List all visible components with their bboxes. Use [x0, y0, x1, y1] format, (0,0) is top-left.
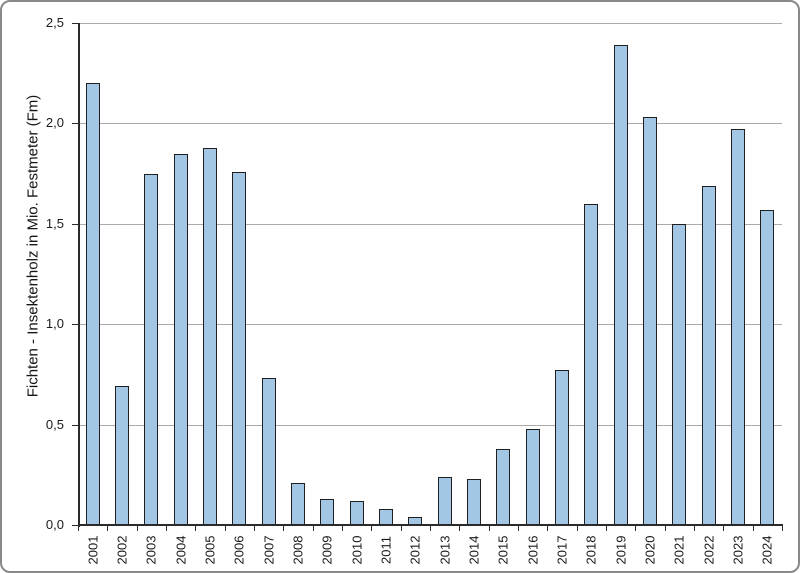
x-axis-label: 2023	[730, 535, 746, 565]
x-axis-label: 2001	[85, 535, 101, 565]
y-axis-label: 1,0	[45, 316, 64, 332]
x-axis-tick	[78, 526, 79, 531]
x-axis-tick	[723, 526, 725, 531]
x-axis-tick	[195, 526, 197, 531]
bar-2024	[760, 209, 775, 525]
x-axis-label: 2007	[261, 535, 277, 565]
x-axis-tick	[547, 526, 549, 531]
x-axis-label: 2008	[290, 535, 306, 565]
x-axis-label: 2022	[701, 535, 717, 565]
x-axis-label: 2015	[495, 535, 511, 565]
gridline	[78, 123, 782, 125]
x-axis-tick	[606, 526, 607, 531]
y-axis-tick	[72, 123, 78, 125]
x-axis-label: 2010	[349, 535, 365, 565]
bar-2003	[144, 173, 159, 525]
gridline	[78, 324, 782, 326]
x-axis-tick	[400, 526, 402, 531]
x-axis-tick	[254, 526, 255, 531]
x-axis-label: 2019	[613, 535, 629, 565]
x-axis-line	[78, 524, 783, 526]
bar-2009	[320, 498, 335, 525]
plot-area	[78, 23, 782, 525]
y-axis-tick	[72, 223, 78, 225]
x-axis-tick	[312, 526, 314, 531]
x-axis-tick	[283, 526, 285, 531]
bar-2013	[437, 476, 452, 525]
x-axis-label: 2011	[378, 536, 394, 564]
x-axis-tick	[371, 526, 373, 531]
y-axis-tick	[72, 23, 78, 24]
x-axis-tick	[430, 526, 431, 531]
bar-2006	[232, 171, 247, 525]
x-axis-tick	[166, 526, 167, 531]
x-axis-label: 2006	[231, 535, 247, 565]
bar-2022	[701, 185, 716, 525]
x-axis-label: 2012	[407, 535, 423, 565]
x-axis-tick	[635, 526, 637, 531]
bar-2016	[525, 428, 540, 525]
x-axis-label: 2003	[143, 535, 159, 565]
bar-2021	[672, 223, 687, 525]
x-axis-label: 2002	[114, 535, 130, 565]
x-axis-label: 2024	[759, 535, 775, 565]
y-axis-line	[78, 23, 80, 527]
x-axis-label: 2005	[202, 535, 218, 565]
x-axis-tick	[694, 526, 695, 531]
gridline	[78, 223, 782, 225]
bar-2017	[555, 370, 569, 525]
y-axis-label: 2,0	[45, 115, 64, 131]
y-axis-label: 0,0	[45, 517, 64, 532]
bar-2023	[731, 129, 745, 525]
gridline	[78, 23, 782, 24]
x-axis-label: 2021	[671, 535, 687, 565]
x-axis-label: 2018	[583, 535, 599, 565]
x-axis-tick	[459, 526, 461, 531]
bar-2002	[115, 386, 129, 525]
bar-2004	[173, 153, 188, 525]
bar-2010	[349, 500, 364, 525]
bar-2005	[203, 147, 217, 525]
y-axis-tick	[72, 324, 78, 326]
x-axis-tick	[576, 526, 578, 531]
bar-2008	[291, 482, 305, 525]
x-axis-tick	[664, 526, 666, 531]
x-axis-label: 2013	[437, 535, 453, 565]
bar-2020	[643, 117, 657, 525]
y-axis-tick	[72, 424, 78, 426]
y-axis-label: 1,5	[45, 215, 64, 231]
x-axis-tick	[752, 526, 754, 531]
bar-2011	[379, 508, 393, 525]
bar-2007	[261, 378, 276, 525]
bar-2019	[613, 45, 628, 525]
y-axis-label: 2,5	[45, 15, 64, 30]
x-axis-label: 2017	[554, 535, 570, 565]
y-axis-label: 0,5	[45, 416, 64, 432]
bar-2015	[496, 448, 511, 525]
x-axis-tick	[488, 526, 490, 531]
y-axis-tick	[72, 525, 78, 526]
x-axis-tick	[224, 526, 226, 531]
x-axis-label: 2016	[525, 535, 541, 565]
bar-2001	[85, 83, 100, 525]
x-axis-label: 2009	[319, 535, 335, 565]
x-axis-label: 2020	[642, 535, 658, 565]
x-axis-label: 2004	[173, 535, 189, 565]
bar-2018	[584, 203, 599, 525]
x-axis-tick	[518, 526, 519, 531]
bar-2014	[467, 478, 481, 525]
x-axis-label: 2014	[466, 535, 482, 565]
x-axis-tick	[782, 526, 783, 531]
gridline	[78, 424, 782, 426]
y-axis-title: Fichten - Insektenholz in Mio. Festmeter…	[24, 94, 42, 398]
x-axis-tick	[342, 526, 343, 531]
x-axis-tick	[136, 526, 138, 531]
x-axis-tick	[107, 526, 109, 531]
